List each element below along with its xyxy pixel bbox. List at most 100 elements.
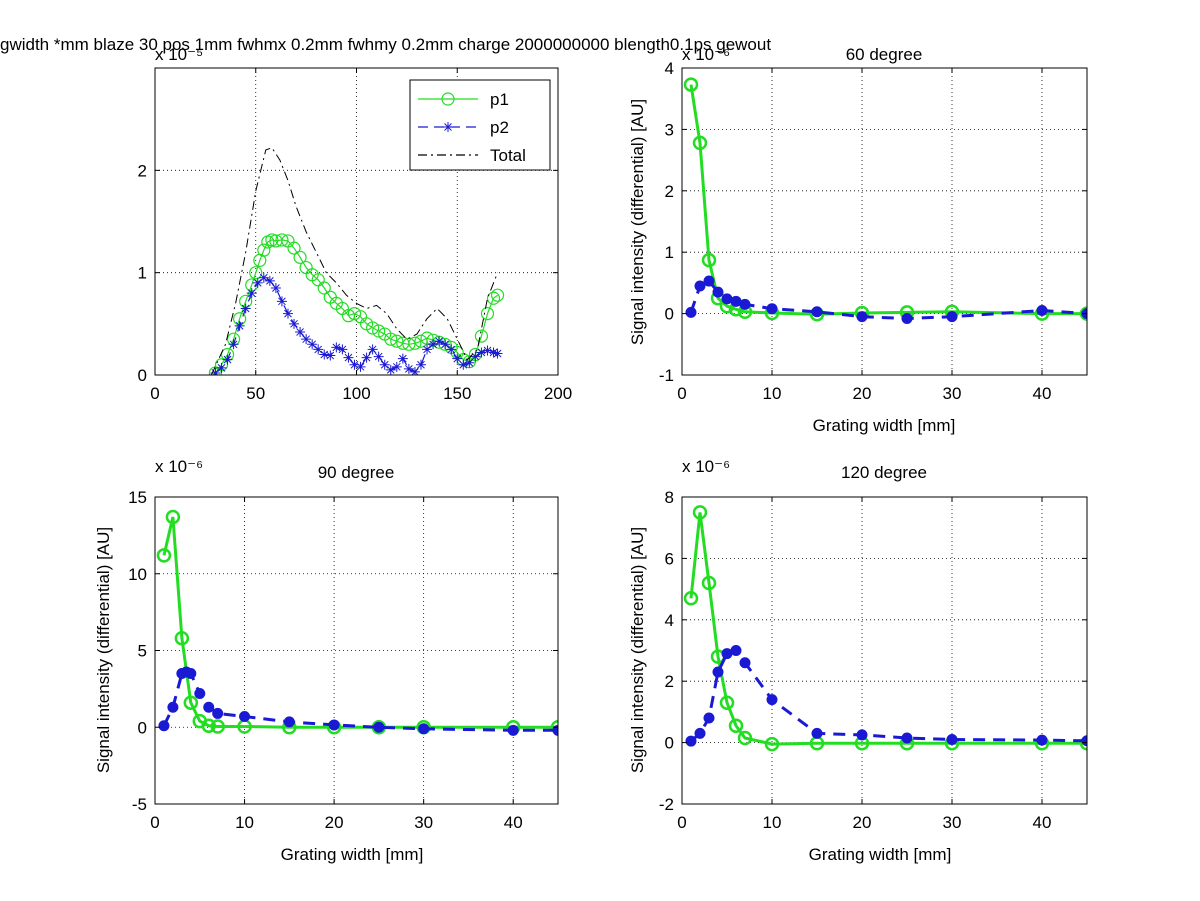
series-p2-point: [712, 286, 724, 298]
series-p2-point: [418, 723, 430, 735]
series-p2-point: [264, 275, 275, 286]
series-p2-point: [552, 724, 558, 736]
series-p2-point: [507, 724, 519, 736]
series-p2-point: [373, 721, 385, 733]
series-p1-point: [210, 719, 225, 734]
series-p2-point: [328, 719, 340, 731]
series-p2-point: [721, 293, 733, 305]
y-tick-label: 0: [138, 366, 147, 385]
y-tick-label: 0: [665, 734, 674, 753]
series-p2-point: [246, 288, 257, 299]
series-p1-point: [249, 266, 263, 280]
x-tick-label: 150: [443, 384, 471, 403]
series-p2-point: [946, 734, 958, 746]
x-tick-label: 10: [763, 384, 782, 403]
series-p2-point: [409, 366, 420, 375]
series-p2-point: [289, 318, 300, 329]
exponent-label: x 10⁻⁵: [155, 45, 203, 64]
series-p2-point: [203, 701, 215, 713]
series-p2-point: [313, 344, 324, 355]
series-p2-point: [397, 353, 408, 364]
series-p2-point: [301, 334, 312, 345]
series-p2-point: [464, 357, 475, 368]
series-p2-point: [361, 352, 372, 363]
series-p2-point: [367, 344, 378, 355]
series-p2: [685, 275, 1087, 325]
series-p1-point: [156, 548, 172, 563]
y-tick-label: 0: [665, 305, 674, 324]
y-tick-label: 1: [665, 243, 674, 262]
series-p2-point: [458, 359, 469, 370]
series-p2-point: [685, 735, 697, 747]
series-p1-point: [201, 718, 216, 733]
series-p1-point: [683, 77, 699, 92]
x-tick-label: 30: [943, 384, 962, 403]
series-p2-point: [415, 359, 426, 370]
series-p1-point: [728, 718, 744, 733]
series-p1-point: [420, 331, 434, 345]
series-p2-point: [1081, 735, 1087, 747]
x-tick-label: 0: [677, 384, 686, 403]
series-p1-point: [372, 324, 386, 338]
series-total: [210, 147, 499, 375]
series-p2-point: [946, 311, 958, 323]
series-p1-point: [550, 720, 558, 735]
subplot-title: 120 degree: [841, 463, 927, 482]
series-p2-point: [428, 339, 439, 350]
series-total-line: [210, 147, 499, 375]
series-p2-point: [379, 359, 390, 370]
series-p2-point: [1036, 305, 1048, 317]
series-p2-point: [158, 720, 170, 732]
series-p2-point: [766, 694, 778, 706]
series-p1-point: [317, 281, 331, 295]
series-p1-point: [737, 730, 753, 746]
series-p2-point: [276, 296, 287, 307]
y-tick-label: 2: [665, 182, 674, 201]
series-p1-point: [287, 241, 301, 255]
x-axis-label: Grating width [mm]: [281, 845, 424, 864]
series-p2-point: [694, 727, 706, 739]
y-tick-label: -5: [132, 795, 147, 814]
series-p2-point: [222, 354, 233, 365]
y-axis-label: Signal intensity (differential) [AU]: [628, 527, 647, 773]
series-p2-point: [295, 327, 306, 338]
series-p2-point: [252, 277, 263, 288]
series-p1-point: [719, 695, 735, 710]
x-tick-label: 50: [246, 384, 265, 403]
series-p1-point: [692, 135, 708, 151]
series-p2-point: [492, 348, 503, 359]
subplot-top-left: 0 50 100 150 200 0 1 2 x 10⁻⁵ p1 p2 Total: [138, 45, 573, 403]
series-p2-point: [212, 707, 224, 719]
legend-entry-total: Total: [418, 146, 526, 165]
y-tick-label: 15: [128, 488, 147, 507]
y-tick-label: 8: [665, 488, 674, 507]
series-p1-point: [764, 736, 780, 752]
series-p1-point: [165, 509, 181, 525]
legend-entry-p2: p2: [418, 118, 509, 137]
legend-label: p2: [490, 118, 509, 137]
series-p2-point: [1036, 734, 1048, 746]
series-p1-point: [293, 250, 307, 264]
series-p2-point: [703, 712, 715, 724]
series-p2-point: [216, 362, 227, 373]
legend-marker: [441, 92, 455, 106]
y-tick-label: 2: [665, 672, 674, 691]
series-p2-point: [337, 344, 348, 355]
series-p2-point: [282, 308, 293, 319]
series-p1-point: [474, 329, 489, 343]
series-p2-point: [730, 645, 742, 656]
series-p2-point: [373, 351, 384, 362]
y-tick-label: 3: [665, 120, 674, 139]
figure-title: gwidth *mm blaze 30 pos 1mm fwhmx 0.2mm …: [0, 35, 771, 54]
series-p2-point: [685, 306, 697, 318]
series-p1-point: [480, 307, 495, 321]
series-p2-point: [240, 303, 251, 314]
series-p2-point: [270, 283, 281, 294]
y-tick-label: 0: [138, 718, 147, 737]
exponent-label: x 10⁻⁶: [682, 45, 730, 64]
series-p2-point: [385, 364, 396, 375]
series-p2-line: [162, 670, 558, 732]
y-axis-label: Signal intensity (differential) [AU]: [628, 99, 647, 345]
legend: p1 p2 Total: [409, 79, 551, 171]
